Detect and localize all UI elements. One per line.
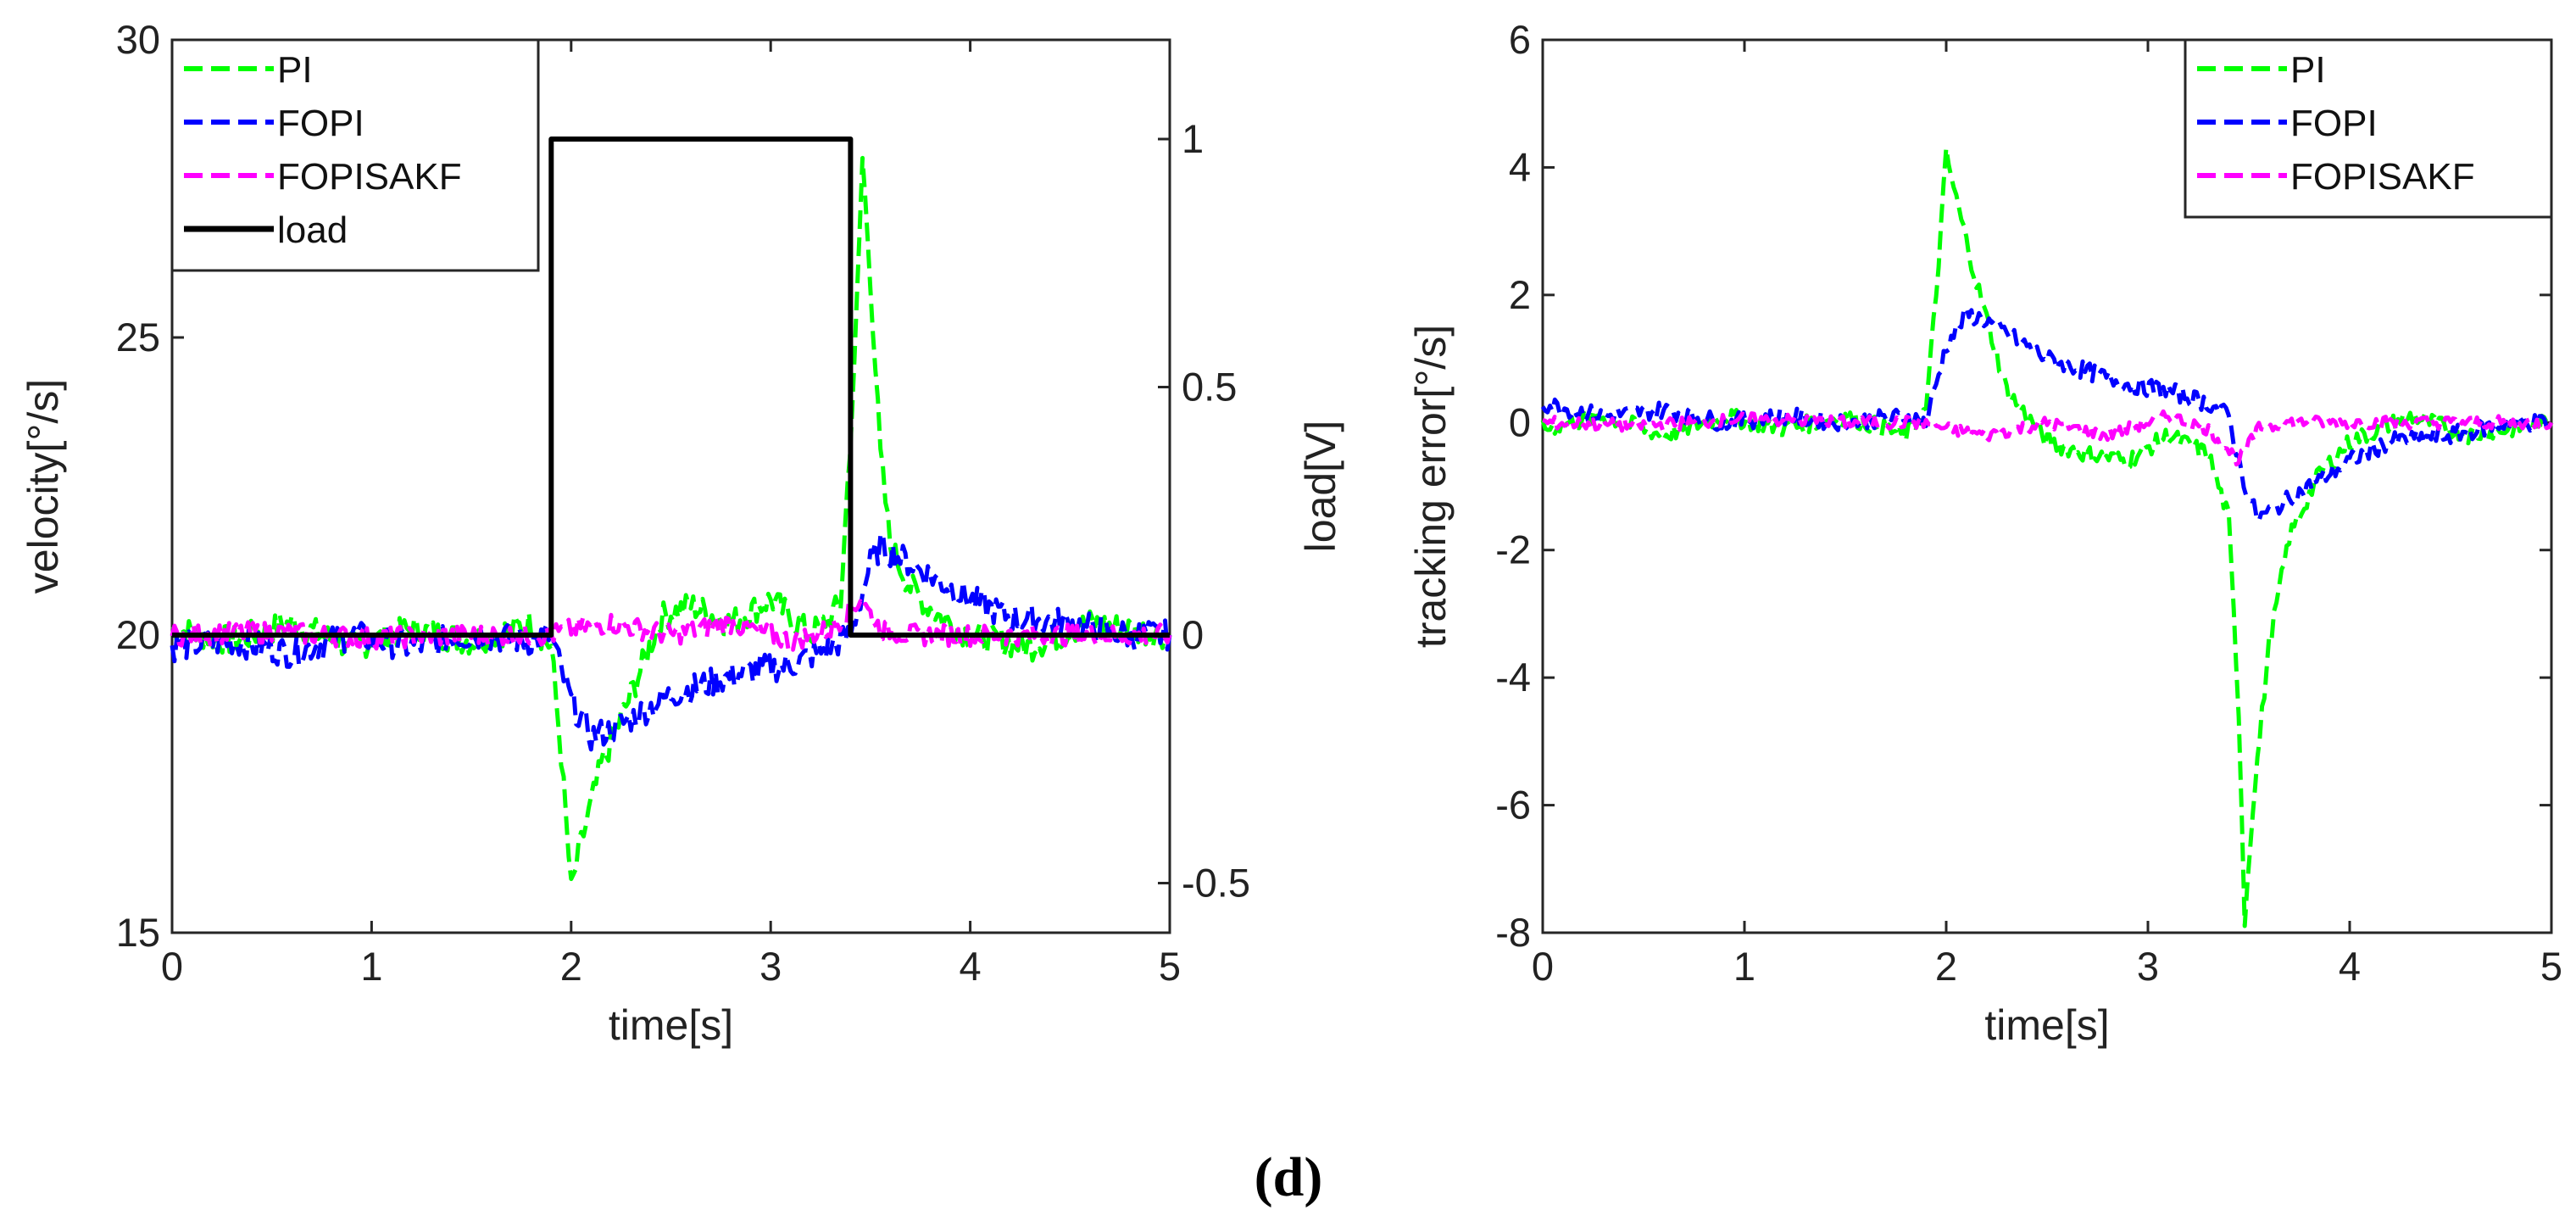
y-tick-label: 20 [116,612,160,657]
right-series-group [1540,146,2554,928]
right-y-tick-label: 0 [1182,612,1204,657]
x-tick-label: 1 [1733,944,1755,989]
x-tick-label: 2 [560,944,582,989]
left-x-axis-label: time[s] [609,1001,733,1049]
series-line-fopi [170,531,1172,752]
x-tick-label: 5 [2540,944,2562,989]
legend-label-pi: PI [2290,49,2326,91]
left-series-group [170,137,1172,882]
y-tick-label: 2 [1509,272,1531,317]
y-tick-label: -4 [1495,655,1531,700]
x-tick-label: 2 [1935,944,1957,989]
y-tick-label: -6 [1495,783,1531,828]
left-velocity-panel: 0 1 2 3 4 5 15 20 25 30 -0.5 0 0.5 1 time[s] velocity… [19,17,1344,1049]
series-line-pi [170,155,1171,882]
y-tick-label: -2 [1495,527,1531,572]
series-line-fopisakf [1542,409,2554,467]
x-tick-label: 3 [759,944,782,989]
left-axis-ticks: 0 1 2 3 4 5 15 20 25 30 -0.5 0 0.5 1 [116,17,1250,989]
x-tick-label: 0 [1532,944,1554,989]
x-tick-label: 3 [2137,944,2159,989]
right-y-tick-label: -0.5 [1182,861,1250,906]
legend-label-load: load [277,209,348,251]
x-tick-label: 0 [161,944,183,989]
legend-label-fopi: FOPI [2290,103,2378,144]
left-legend: PI FOPI FOPISAKF load [170,38,540,272]
right-x-axis-label: time[s] [1984,1001,2109,1049]
right-y-tick-label: 1 [1182,116,1204,161]
y-tick-label: 6 [1509,17,1531,62]
y-tick-label: 30 [116,17,160,62]
legend-label-fopisakf: FOPISAKF [2290,156,2475,198]
y-tick-label: 25 [116,315,160,360]
y-tick-label: 0 [1509,399,1531,444]
left-y-axis-label: velocity[°/s] [19,379,67,594]
series-line-load [172,137,1170,638]
right-tracking-error-panel: 0 1 2 3 4 5 -8 -6 -4 -2 0 2 4 6 time[s] tracking erro… [1407,17,2562,1049]
x-tick-label: 1 [360,944,382,989]
legend-box [170,38,540,272]
legend-label-fopisakf: FOPISAKF [277,156,462,198]
figure-caption: (d) [1255,1146,1323,1208]
series-line-pi [1540,146,2554,928]
left-right-y-axis-label: load[V] [1297,421,1344,553]
x-tick-label: 5 [1159,944,1181,989]
right-legend: PI FOPI FOPISAKF [2184,38,2553,219]
legend-label-fopi: FOPI [277,103,364,144]
right-y-axis-label: tracking error[°/s] [1407,325,1455,648]
y-tick-label: -8 [1495,910,1531,955]
right-y-tick-label: 0.5 [1182,365,1237,410]
x-tick-label: 4 [960,944,982,989]
y-tick-label: 15 [116,910,160,955]
series-line-fopisakf [170,598,1172,652]
legend-label-pi: PI [277,49,313,91]
legend-box [2184,38,2553,219]
series-line-fopi [1540,305,2553,523]
y-tick-label: 4 [1509,144,1531,189]
x-tick-label: 4 [2339,944,2361,989]
